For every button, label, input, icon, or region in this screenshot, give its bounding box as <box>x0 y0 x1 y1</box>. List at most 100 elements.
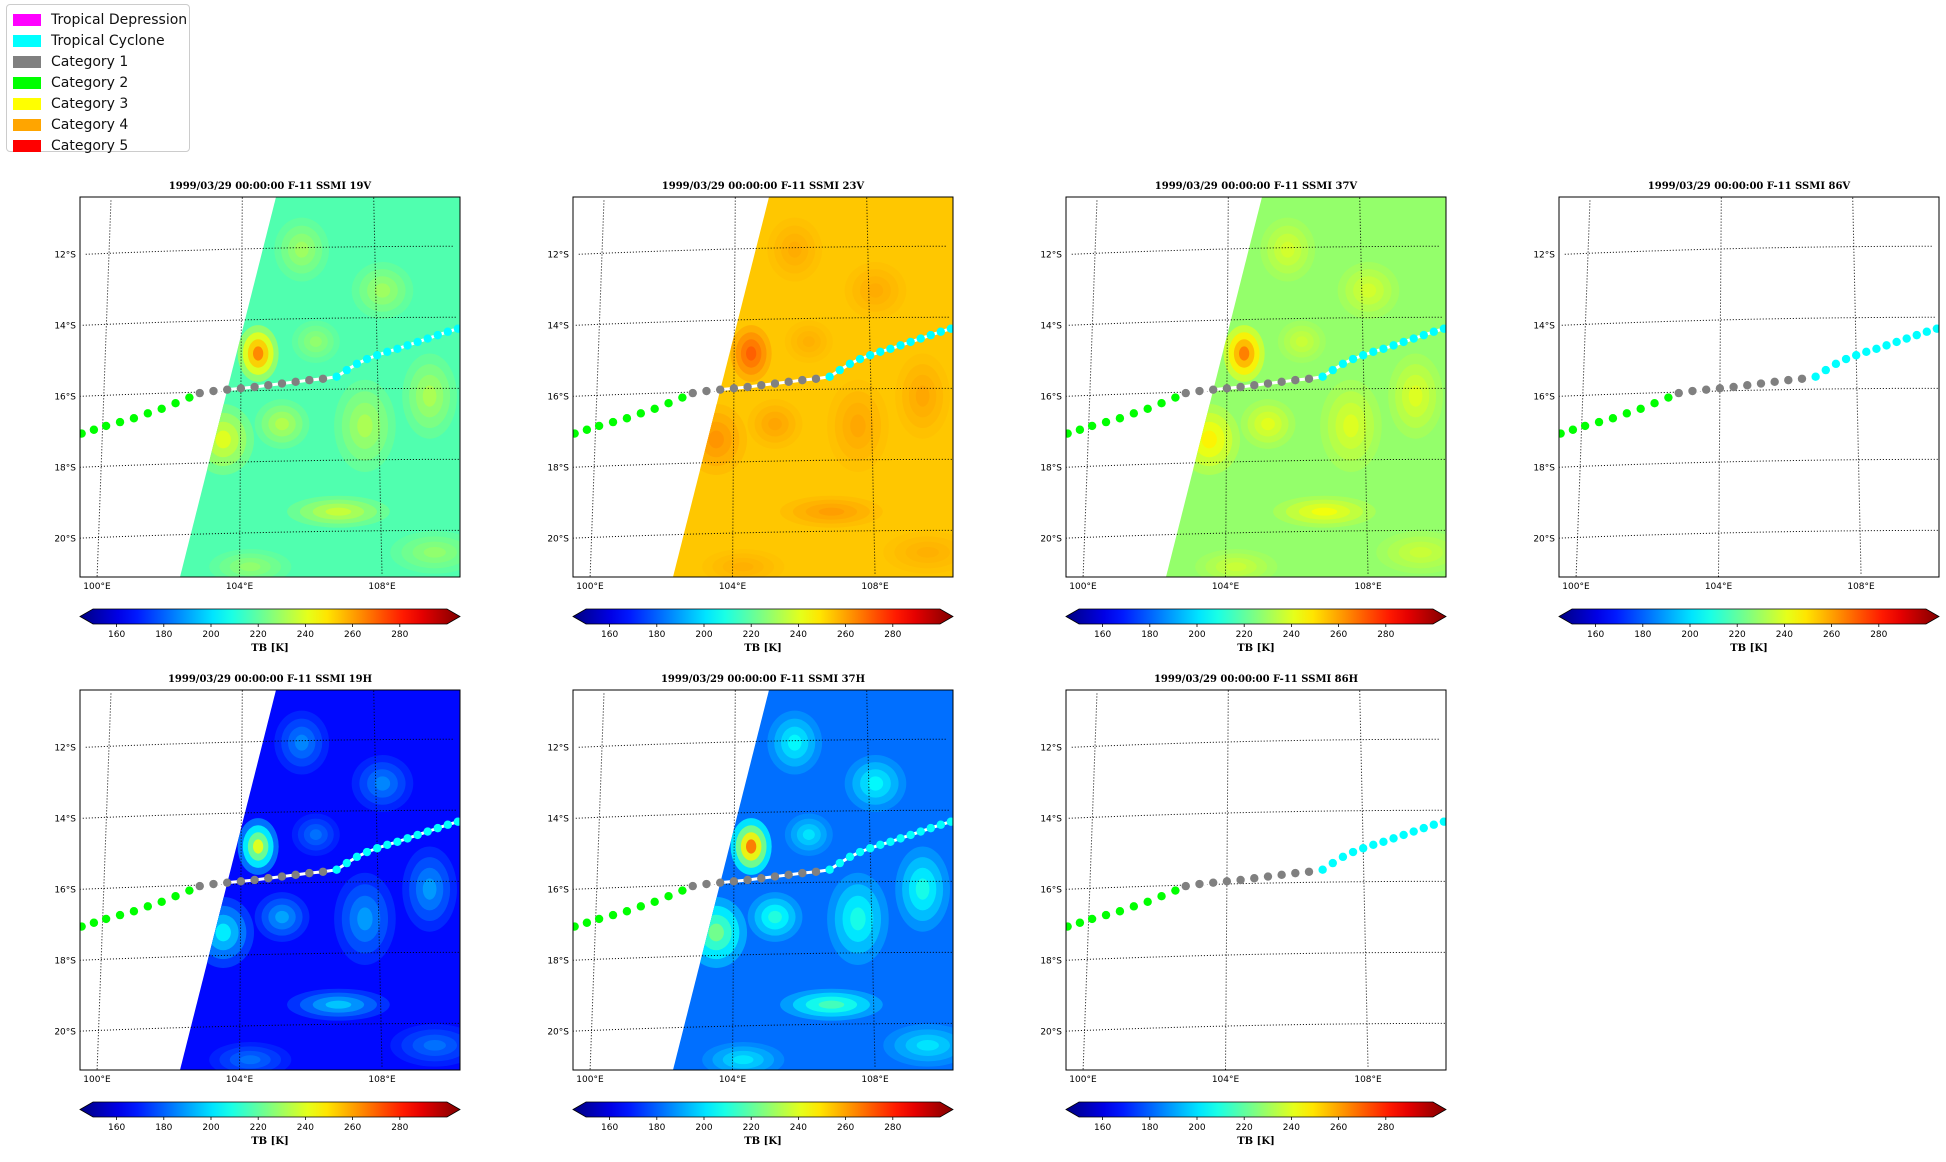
legend-label: Category 1 <box>51 54 129 70</box>
tb-blob <box>768 910 782 924</box>
colorbar-tick-label: 220 <box>250 630 267 640</box>
track-point <box>1715 384 1725 393</box>
lat-tick-label: 14°S <box>54 321 76 331</box>
track-point <box>89 918 99 927</box>
track-point <box>636 902 646 911</box>
meridian-line <box>96 200 112 577</box>
track-point <box>582 918 592 927</box>
track-point <box>1701 385 1711 394</box>
colorbar-tick-label: 240 <box>1776 630 1793 640</box>
tb-blob <box>253 346 264 361</box>
track-point <box>1594 417 1604 427</box>
colorbar-tick-label: 200 <box>1681 630 1698 640</box>
lon-tick-label: 104°E <box>1212 1075 1240 1085</box>
track-point <box>1841 354 1851 364</box>
storm-track <box>80 324 460 438</box>
track-point <box>209 879 218 889</box>
track-point <box>1195 386 1204 396</box>
track-point <box>798 868 807 878</box>
colorbar-tick-label: 180 <box>1141 630 1158 640</box>
track-point <box>1348 847 1358 857</box>
tb-field <box>1166 197 1446 577</box>
track-point <box>1101 910 1111 920</box>
map-panel: 1999/03/29 00:00:00 F-11 SSMI 37H 12°S 14°… <box>547 674 954 1147</box>
track-point <box>305 375 314 385</box>
colorbar-label: TB [K] <box>744 643 782 654</box>
track-point <box>1429 820 1438 829</box>
track-point <box>1568 425 1578 434</box>
track-point <box>729 877 739 886</box>
legend-item: Category 4 <box>13 115 128 135</box>
colorbar-bar <box>572 608 954 625</box>
track-point <box>678 886 687 895</box>
track-point <box>318 374 328 383</box>
lat-tick-label: 20°S <box>547 1027 569 1037</box>
parallel-line <box>80 387 460 397</box>
track-point <box>798 375 807 385</box>
track-point <box>222 385 232 394</box>
lat-tick-label: 20°S <box>54 1027 76 1037</box>
parallel-line <box>82 316 458 326</box>
track-point <box>413 830 422 840</box>
panel-frame <box>572 689 954 1071</box>
meridian-line <box>239 197 243 577</box>
track-point <box>277 872 287 881</box>
colorbar-bar <box>1558 608 1940 625</box>
track-point <box>729 384 739 393</box>
track-point <box>1419 823 1428 833</box>
tb-blob <box>1261 417 1275 431</box>
track-point <box>332 372 341 381</box>
track-point <box>1263 379 1273 388</box>
track-point <box>1115 414 1125 423</box>
legend-swatch <box>13 140 41 152</box>
track-point <box>433 823 442 833</box>
track-point <box>946 817 953 826</box>
track-point <box>1157 398 1166 408</box>
lat-tick-label: 16°S <box>547 885 569 895</box>
tb-blob <box>787 734 802 751</box>
track-point <box>1922 327 1931 336</box>
tb-blob <box>850 414 866 438</box>
track-point <box>936 820 945 829</box>
track-point <box>129 414 139 423</box>
track-point <box>1369 840 1378 850</box>
colorbar-tick-label: 160 <box>108 630 125 640</box>
tb-blob <box>357 414 373 438</box>
track-point <box>250 382 259 392</box>
track-point <box>80 429 86 438</box>
meridian-line <box>373 197 383 575</box>
track-point <box>222 878 232 887</box>
track-point <box>1087 421 1097 431</box>
track-point <box>1277 377 1286 387</box>
track-point <box>1882 341 1891 350</box>
colorbar-tick-label: 200 <box>202 630 219 640</box>
track-point <box>573 922 579 931</box>
parallel-line <box>573 529 953 539</box>
track-point <box>688 388 697 398</box>
colorbar-tick-label: 180 <box>648 630 665 640</box>
colorbar-tick-label: 220 <box>743 1123 760 1133</box>
track-point <box>784 377 793 387</box>
track-point <box>1304 374 1314 383</box>
legend-swatch <box>13 77 41 89</box>
track-point <box>1328 365 1337 375</box>
tb-blob <box>818 1000 845 1009</box>
track-point <box>1862 347 1871 357</box>
panel-frame <box>1065 689 1447 1071</box>
tb-blob <box>732 1055 754 1065</box>
track-point <box>1318 372 1327 381</box>
legend-label: Category 3 <box>51 96 129 112</box>
track-point <box>1263 872 1273 881</box>
track-point <box>157 404 166 414</box>
track-point <box>1379 837 1388 846</box>
track-point <box>453 817 460 826</box>
track-point <box>1087 914 1097 924</box>
lat-tick-label: 18°S <box>1533 463 1555 473</box>
graticule <box>573 690 953 1070</box>
colorbar-tick-label: 240 <box>297 1123 314 1133</box>
legend-swatch <box>13 119 41 131</box>
track-point <box>1729 382 1738 392</box>
legend-label: Category 5 <box>51 138 129 154</box>
track-point <box>291 377 300 387</box>
colorbar-tick-label: 260 <box>1823 630 1840 640</box>
